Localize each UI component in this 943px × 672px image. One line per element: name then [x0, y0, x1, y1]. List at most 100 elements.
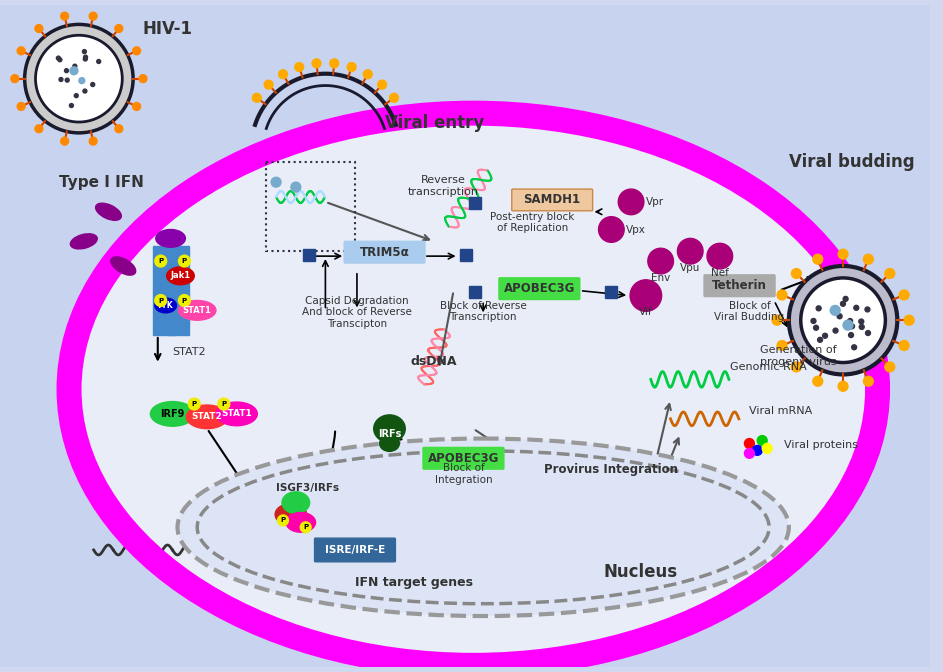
Ellipse shape — [282, 492, 309, 513]
Text: IRFs: IRFs — [378, 429, 401, 439]
Text: IRF9: IRF9 — [160, 409, 185, 419]
Circle shape — [753, 446, 762, 456]
Circle shape — [90, 137, 97, 145]
Circle shape — [70, 67, 78, 75]
Circle shape — [178, 255, 190, 267]
Circle shape — [853, 305, 859, 310]
Text: Nef: Nef — [711, 268, 729, 278]
Ellipse shape — [79, 123, 868, 655]
Circle shape — [757, 435, 768, 446]
Circle shape — [277, 515, 289, 526]
Text: Block of
Viral Budding: Block of Viral Budding — [715, 300, 785, 322]
Text: Block of
Integration: Block of Integration — [435, 463, 492, 485]
Circle shape — [791, 362, 802, 372]
Circle shape — [59, 77, 63, 81]
Circle shape — [677, 239, 703, 264]
Text: P: P — [182, 298, 187, 304]
Text: Viral proteins: Viral proteins — [784, 440, 858, 450]
Text: Vpx: Vpx — [626, 224, 646, 235]
Circle shape — [189, 398, 200, 410]
Bar — [266, 163, 355, 251]
Circle shape — [139, 75, 147, 83]
Circle shape — [619, 189, 644, 215]
Text: Capsid Degradation
And block of Reverse
Transcipton: Capsid Degradation And block of Reverse … — [302, 296, 412, 329]
Circle shape — [648, 248, 673, 274]
Circle shape — [707, 243, 733, 269]
Circle shape — [817, 306, 821, 310]
Circle shape — [11, 75, 19, 83]
Circle shape — [300, 522, 311, 533]
Circle shape — [833, 328, 838, 333]
Circle shape — [178, 294, 190, 306]
Circle shape — [330, 59, 339, 68]
Circle shape — [813, 254, 822, 264]
Text: STAT1: STAT1 — [222, 409, 252, 419]
Ellipse shape — [155, 298, 176, 313]
Bar — [303, 249, 315, 261]
Circle shape — [389, 93, 399, 102]
Circle shape — [840, 301, 846, 306]
Text: ISGF3/IRFs: ISGF3/IRFs — [276, 482, 339, 493]
FancyBboxPatch shape — [499, 278, 580, 300]
Ellipse shape — [71, 234, 97, 249]
Text: APOBEC3G: APOBEC3G — [504, 282, 575, 295]
Circle shape — [838, 249, 848, 259]
Circle shape — [859, 319, 864, 324]
Circle shape — [885, 269, 895, 278]
Circle shape — [83, 57, 88, 61]
Circle shape — [35, 25, 42, 32]
Circle shape — [813, 376, 822, 386]
Text: Vpu: Vpu — [680, 263, 701, 273]
Circle shape — [115, 125, 123, 132]
Circle shape — [850, 324, 854, 329]
Circle shape — [74, 93, 78, 97]
Circle shape — [744, 448, 754, 458]
Text: Tetherin: Tetherin — [712, 279, 767, 292]
Circle shape — [312, 59, 321, 68]
Text: HIV-1: HIV-1 — [143, 20, 193, 38]
Text: Post-entry block
of Replication: Post-entry block of Replication — [490, 212, 574, 233]
Circle shape — [60, 137, 69, 145]
Circle shape — [777, 341, 787, 350]
FancyBboxPatch shape — [423, 448, 504, 469]
Text: TRIM5α: TRIM5α — [359, 246, 409, 259]
Bar — [460, 249, 472, 261]
Circle shape — [777, 290, 787, 300]
Circle shape — [843, 321, 852, 330]
Ellipse shape — [187, 405, 228, 429]
Text: Vpr: Vpr — [646, 197, 664, 207]
Ellipse shape — [178, 300, 216, 321]
Circle shape — [115, 25, 123, 32]
Circle shape — [363, 70, 372, 79]
Text: SAMDH1: SAMDH1 — [523, 194, 581, 206]
Ellipse shape — [380, 435, 399, 452]
Text: STAT1: STAT1 — [183, 306, 211, 315]
Text: P: P — [182, 258, 187, 264]
Circle shape — [133, 103, 141, 110]
Text: Reverse
transcription: Reverse transcription — [408, 175, 479, 197]
Circle shape — [885, 362, 895, 372]
Circle shape — [904, 315, 914, 325]
Text: Viral entry: Viral entry — [385, 114, 484, 132]
Circle shape — [70, 103, 74, 108]
Bar — [470, 197, 481, 209]
Circle shape — [830, 306, 840, 315]
Circle shape — [762, 444, 772, 454]
Circle shape — [278, 70, 288, 79]
Circle shape — [97, 60, 101, 63]
Circle shape — [347, 62, 356, 71]
Text: P: P — [280, 517, 286, 523]
Circle shape — [155, 294, 167, 306]
Text: Block of Reverse
Transcription: Block of Reverse Transcription — [439, 300, 526, 322]
Circle shape — [64, 69, 69, 73]
Circle shape — [811, 319, 816, 323]
Circle shape — [91, 83, 94, 87]
Circle shape — [801, 278, 885, 362]
Circle shape — [36, 35, 123, 122]
Ellipse shape — [156, 230, 186, 247]
Circle shape — [90, 12, 97, 20]
Circle shape — [84, 55, 88, 59]
Circle shape — [838, 381, 848, 391]
Text: Genomic RNA: Genomic RNA — [730, 362, 806, 372]
Circle shape — [630, 280, 662, 311]
